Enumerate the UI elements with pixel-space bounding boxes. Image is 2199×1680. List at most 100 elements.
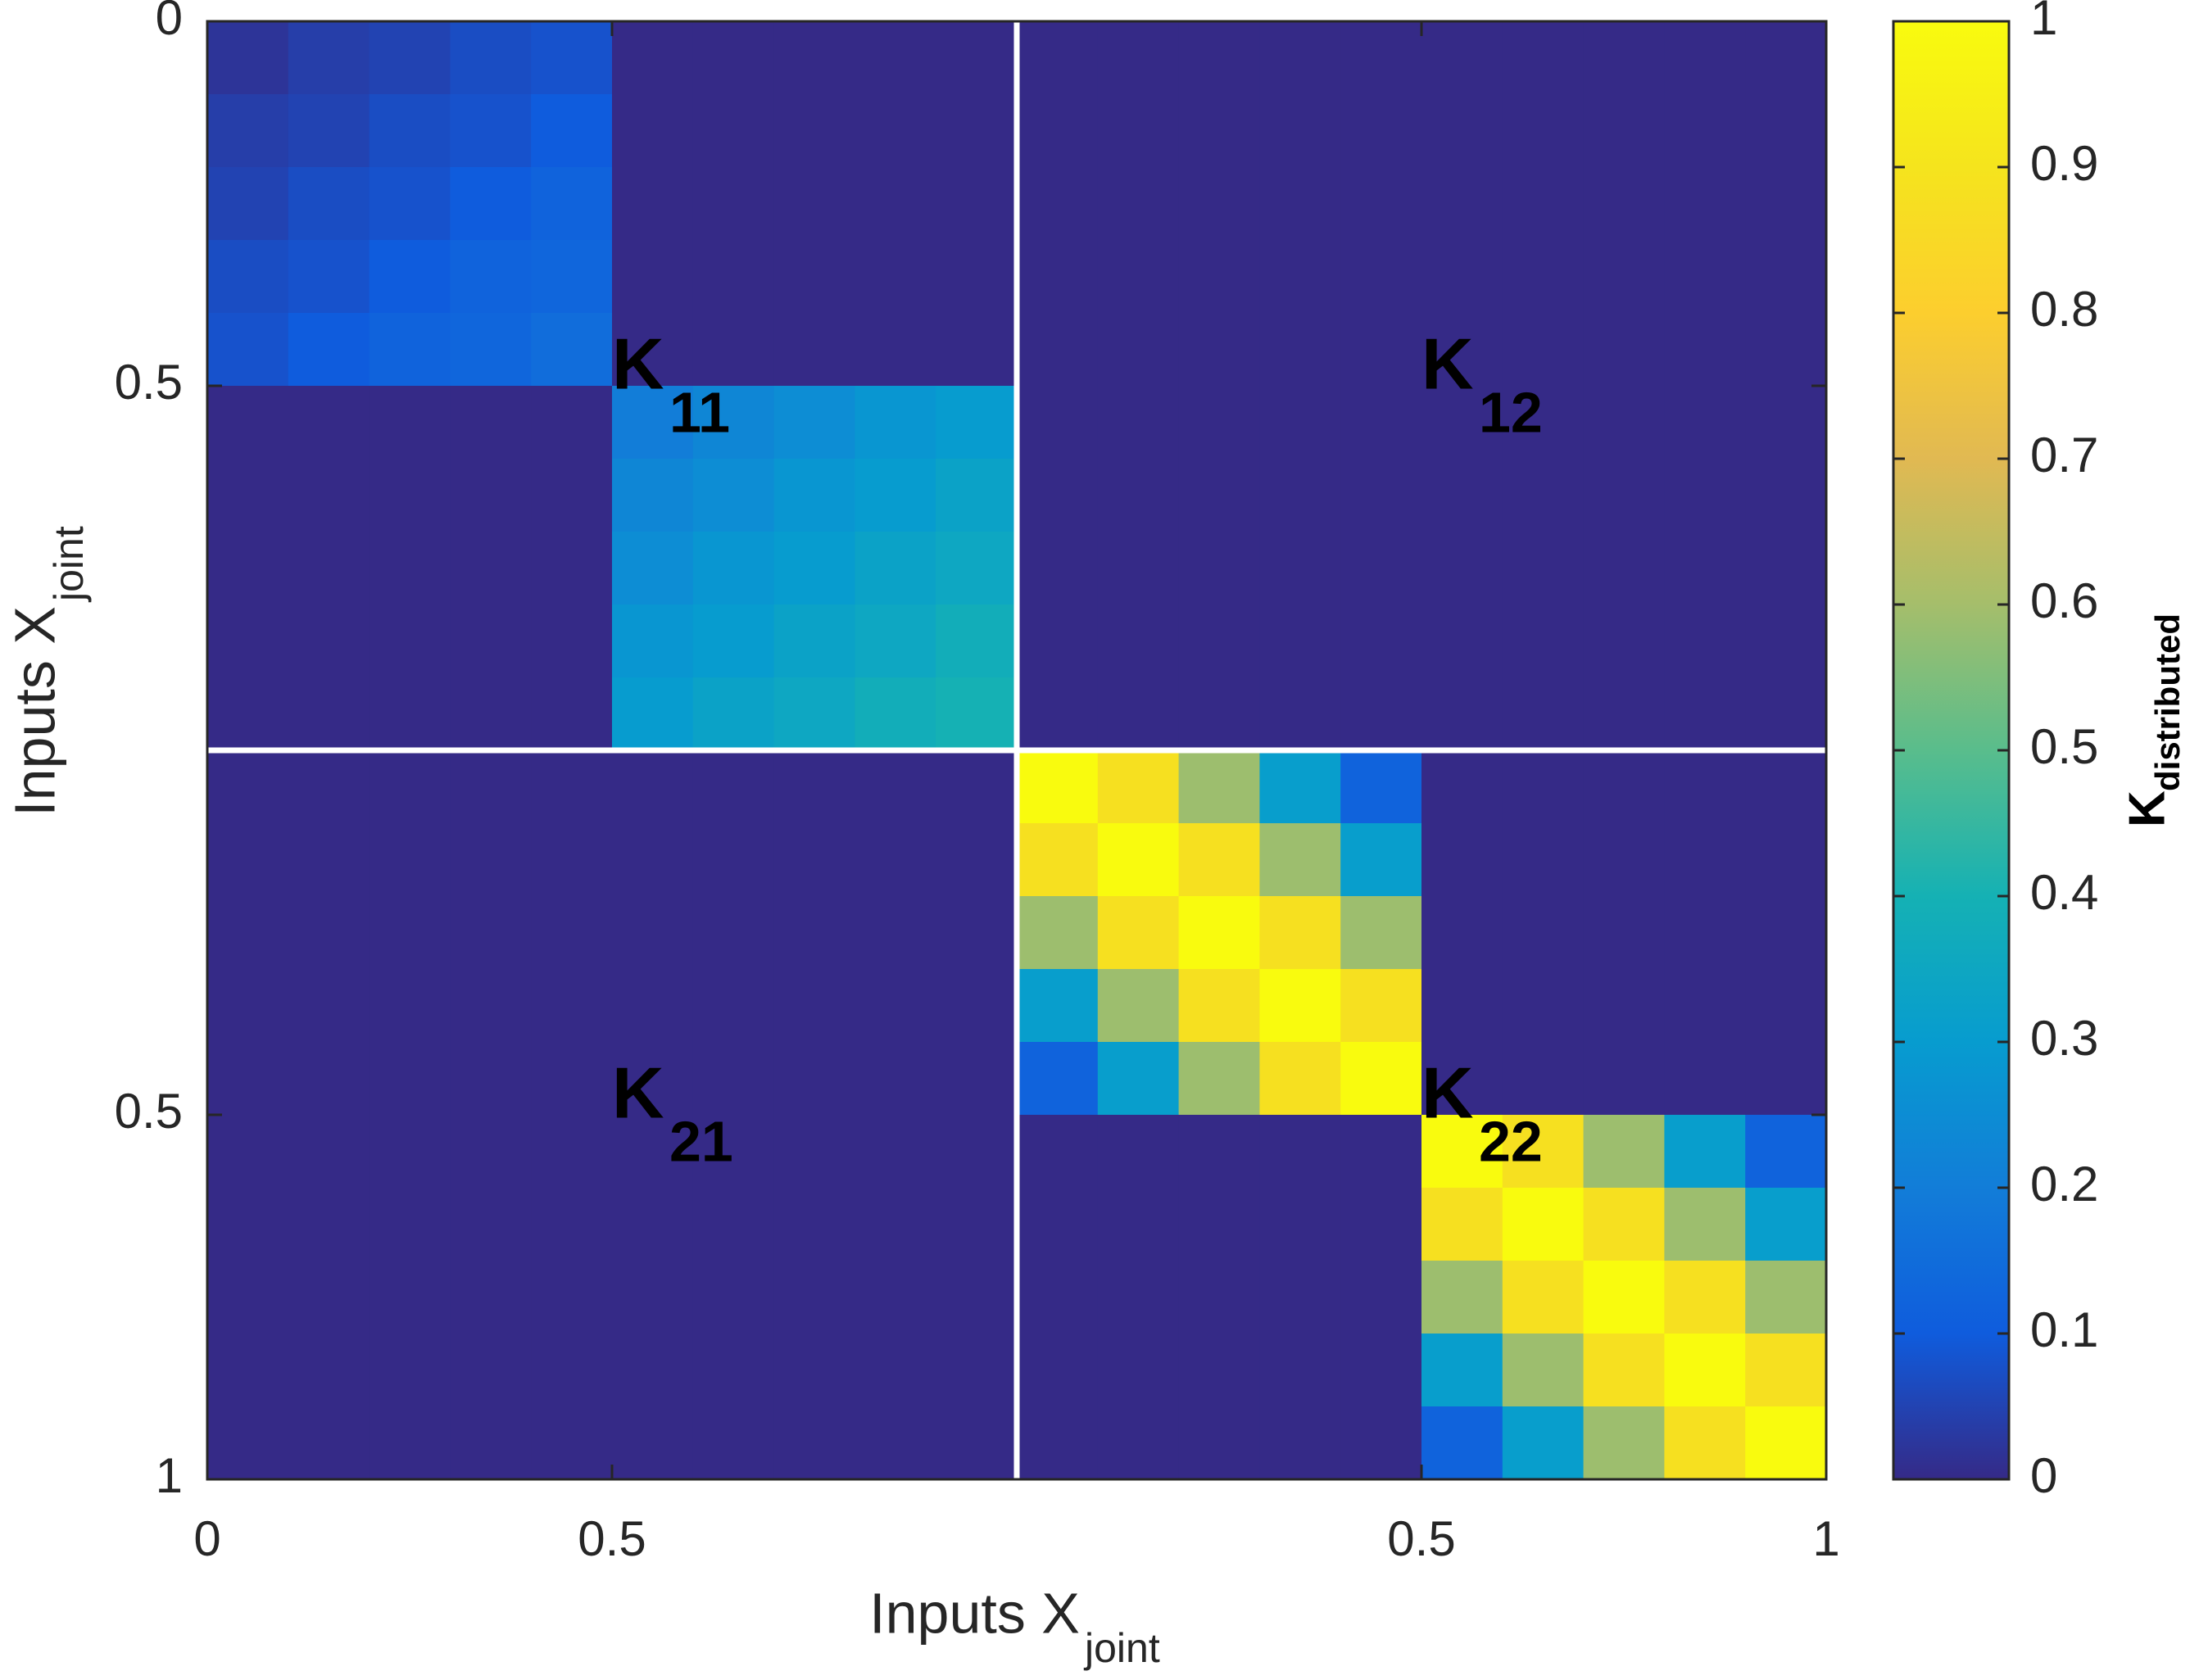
heatmap-cell — [1178, 94, 1260, 168]
heatmap-cell — [207, 167, 289, 241]
heatmap-cell — [1017, 1261, 1099, 1334]
heatmap-cell — [1502, 969, 1585, 1043]
heatmap-cell — [612, 240, 694, 314]
heatmap-cell — [692, 1261, 775, 1334]
heatmap-cell — [1097, 677, 1180, 751]
heatmap-cell — [531, 677, 613, 751]
heatmap-cell — [1097, 1261, 1180, 1334]
heatmap-cell — [855, 459, 936, 532]
heatmap-cell — [369, 21, 451, 95]
heatmap-cell — [207, 677, 289, 751]
heatmap-cell — [1745, 1334, 1827, 1407]
heatmap-cell — [1340, 1334, 1422, 1407]
heatmap-cell — [207, 313, 289, 387]
heatmap-cell — [1421, 21, 1503, 95]
heatmap-cell — [1502, 1334, 1585, 1407]
heatmap-cell — [1017, 1188, 1099, 1261]
heatmap-cell — [1502, 1042, 1585, 1116]
heatmap-cell — [1745, 605, 1827, 678]
heatmap-cell — [369, 1042, 451, 1116]
heatmap-cell — [855, 823, 936, 897]
heatmap-cell — [1340, 750, 1422, 824]
heatmap-cell — [288, 313, 370, 387]
heatmap-cell — [855, 21, 936, 95]
heatmap-cell — [1502, 896, 1585, 970]
heatmap-cell — [1340, 240, 1422, 314]
heatmap-cell — [531, 21, 613, 95]
heatmap-cell — [1178, 896, 1260, 970]
heatmap-cell — [207, 1188, 289, 1261]
heatmap-cell — [773, 605, 855, 678]
heatmap-cell — [1259, 750, 1341, 824]
x-tick-label: 1 — [1812, 1511, 1839, 1566]
heatmap-cell — [1259, 1188, 1341, 1261]
heatmap-cell — [936, 823, 1018, 897]
heatmap-cell — [936, 1334, 1018, 1407]
heatmap-cell — [1178, 167, 1260, 241]
x-tick-label: 0 — [193, 1511, 220, 1566]
heatmap-cell — [773, 1115, 855, 1189]
heatmap-cell — [450, 750, 532, 824]
annotation-subscript: 11 — [669, 380, 730, 444]
heatmap-cell — [612, 167, 694, 241]
heatmap-cell — [531, 896, 613, 970]
heatmap-cell — [1017, 459, 1099, 532]
heatmap-cell — [692, 1042, 775, 1116]
heatmap-cell — [1178, 1334, 1260, 1407]
heatmap-cell — [773, 532, 855, 605]
heatmap-cell — [692, 605, 775, 678]
heatmap-cell — [1583, 605, 1665, 678]
heatmap-cell — [612, 313, 694, 387]
heatmap-cell — [855, 896, 936, 970]
heatmap-cell — [369, 605, 451, 678]
heatmap-cell — [1178, 677, 1260, 751]
heatmap-cell — [1421, 1334, 1503, 1407]
heatmap-cell — [1502, 459, 1585, 532]
heatmap-cell — [531, 823, 613, 897]
heatmap-cell — [1421, 1115, 1503, 1189]
colorbar-tick-label: 0.6 — [2030, 573, 2098, 628]
heatmap-cell — [450, 532, 532, 605]
heatmap-cell — [773, 1188, 855, 1261]
heatmap-cell — [1421, 605, 1503, 678]
heatmap-cell — [1340, 167, 1422, 241]
heatmap-cell — [692, 240, 775, 314]
heatmap-cell — [1745, 21, 1827, 95]
heatmap-cell — [936, 94, 1018, 168]
heatmap-cell — [450, 1188, 532, 1261]
heatmap-cell — [855, 969, 936, 1043]
heatmap-cell — [773, 240, 855, 314]
heatmap-cell — [692, 167, 775, 241]
heatmap-cell — [1664, 823, 1746, 897]
heatmap-cell — [1583, 1261, 1665, 1334]
heatmap-cell — [1583, 94, 1665, 168]
heatmap-cell — [369, 532, 451, 605]
heatmap-cell — [773, 94, 855, 168]
heatmap-cell — [1259, 459, 1341, 532]
heatmap-cell — [531, 313, 613, 387]
heatmap-cell — [369, 1334, 451, 1407]
heatmap-cell — [1259, 532, 1341, 605]
heatmap-cell — [531, 532, 613, 605]
heatmap-cell — [692, 969, 775, 1043]
heatmap-cell — [773, 1261, 855, 1334]
heatmap-cell — [1340, 94, 1422, 168]
heatmap-cell — [1664, 459, 1746, 532]
heatmap-cell — [1502, 21, 1585, 95]
heatmap-cell — [1259, 1042, 1341, 1116]
colorbar-label-subscript: distributed — [2148, 614, 2187, 791]
heatmap-cell — [692, 823, 775, 897]
heatmap-cell — [1017, 1042, 1099, 1116]
heatmap-cell — [1421, 459, 1503, 532]
heatmap-cell — [369, 386, 451, 460]
heatmap-cell — [855, 532, 936, 605]
heatmap-cell — [1178, 1115, 1260, 1189]
heatmap-cell — [1502, 240, 1585, 314]
colorbar-tick-label: 0.2 — [2030, 1157, 2098, 1211]
heatmap-cell — [288, 1188, 370, 1261]
heatmap-cell — [1178, 823, 1260, 897]
heatmap-cell — [1502, 94, 1585, 168]
heatmap-cell — [1097, 750, 1180, 824]
heatmap-cell — [1745, 677, 1827, 751]
